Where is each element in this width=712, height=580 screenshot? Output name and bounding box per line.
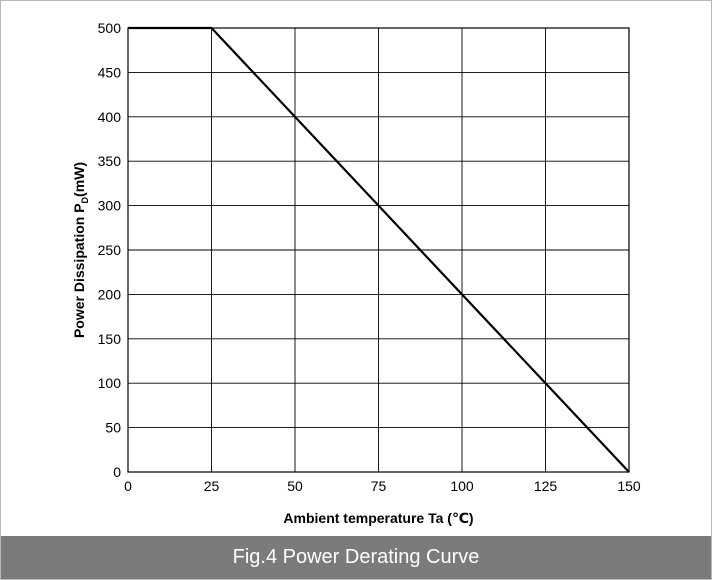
figure-caption: Fig.4 Power Derating Curve (232, 546, 480, 568)
grid-lines (127, 27, 630, 473)
y-tick-label: 50 (105, 420, 121, 436)
y-axis-tick-labels: 0 50 100 150 200 250 300 350 400 450 500 (98, 20, 122, 480)
y-axis-title-unit: (mW) (71, 162, 87, 197)
x-tick-label: 125 (534, 478, 558, 494)
y-tick-label: 250 (98, 242, 122, 258)
caption-bar: Fig.4 Power Derating Curve (1, 536, 711, 579)
power-derating-chart: 0 25 50 75 100 125 150 0 50 100 150 200 250 300 350 40… (71, 20, 641, 526)
x-tick-label: 100 (450, 478, 474, 494)
x-tick-label: 150 (617, 478, 641, 494)
x-tick-label: 0 (124, 478, 132, 494)
y-tick-label: 450 (98, 64, 122, 80)
y-tick-label: 200 (98, 286, 122, 302)
y-tick-label: 400 (98, 109, 122, 125)
y-axis-title: Power Dissipation PD(mW) (71, 162, 90, 338)
x-tick-label: 25 (204, 478, 220, 494)
y-axis-title-main: Power Dissipation P (71, 203, 87, 338)
x-axis-title: Ambient temperature Ta (℃) (283, 510, 473, 526)
y-tick-label: 500 (98, 20, 122, 36)
y-tick-label: 100 (98, 375, 122, 391)
y-tick-label: 350 (98, 153, 122, 169)
x-axis-tick-labels: 0 25 50 75 100 125 150 (124, 478, 641, 494)
plot-area-border (127, 27, 630, 473)
x-tick-label: 50 (287, 478, 303, 494)
y-tick-label: 150 (98, 331, 122, 347)
series-layer (128, 26, 630, 473)
x-tick-label: 75 (371, 478, 387, 494)
y-axis-title-subscript: D (80, 196, 90, 203)
series-line-power-derating (128, 26, 630, 473)
y-tick-label: 0 (113, 464, 121, 480)
y-tick-label: 300 (98, 198, 122, 214)
